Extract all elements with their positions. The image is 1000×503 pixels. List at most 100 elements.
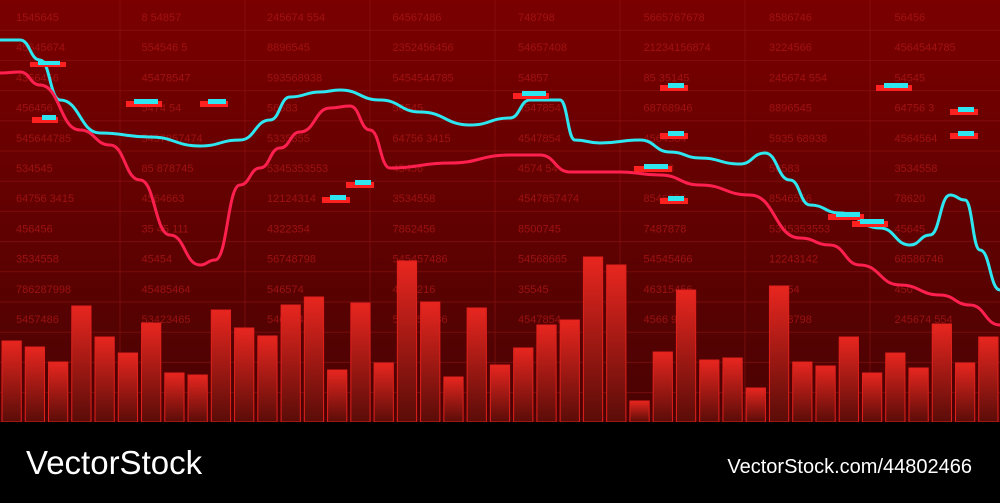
bar xyxy=(1,340,22,423)
background-number: 456456 xyxy=(16,103,53,115)
background-number: 8896545 xyxy=(267,42,310,54)
bar xyxy=(327,369,348,423)
background-number: 4547854 xyxy=(518,133,561,145)
background-number: 4356456 xyxy=(16,72,59,84)
bar xyxy=(815,365,836,423)
background-number: 45478547 xyxy=(142,72,191,84)
background-number: 7862456 xyxy=(393,223,436,235)
bar xyxy=(257,335,278,423)
background-number: 4547857474 xyxy=(518,193,579,205)
background-number: 64756 3 xyxy=(895,103,935,115)
bar xyxy=(699,359,720,423)
background-number: 45645 xyxy=(895,223,926,235)
background-number: 3534558 xyxy=(895,163,938,175)
background-number: 3534558 xyxy=(16,254,59,266)
bar xyxy=(559,319,580,423)
background-number: 78620 xyxy=(895,193,926,205)
bar xyxy=(117,352,139,423)
background-number: 45454 xyxy=(142,254,173,266)
background-number: 4547854 xyxy=(518,103,561,115)
background-number: 5935 68938 xyxy=(769,133,827,145)
background-number: 8500745 xyxy=(518,223,561,235)
background-number: 5665767678 xyxy=(644,12,705,24)
bar xyxy=(768,285,790,423)
background-number: 2352456456 xyxy=(393,42,454,54)
background-number: 748798 xyxy=(518,12,555,24)
line xyxy=(0,70,1000,327)
background-number: 64756 3415 xyxy=(393,133,451,145)
background-number: 5457486 xyxy=(16,314,59,326)
bar xyxy=(954,362,976,423)
background-number: 786287998 xyxy=(16,284,71,296)
background-number: 54568665 xyxy=(518,254,567,266)
background-number: 56583 xyxy=(769,163,800,175)
bar xyxy=(187,374,208,423)
bar xyxy=(24,346,46,423)
background-number: 54657408 xyxy=(518,42,567,54)
lines xyxy=(0,38,1000,327)
background-number: 68586746 xyxy=(895,254,944,266)
background-number: 4564564 xyxy=(895,133,938,145)
bar xyxy=(838,336,859,423)
bar xyxy=(71,305,92,423)
bar xyxy=(908,367,929,423)
bar xyxy=(94,336,115,423)
bar xyxy=(675,289,697,423)
bar xyxy=(931,323,952,423)
bar xyxy=(513,347,534,423)
bar xyxy=(350,302,371,423)
background-number: 3224566 xyxy=(769,42,812,54)
bar xyxy=(280,304,301,423)
line xyxy=(0,38,1000,292)
bar xyxy=(420,301,441,423)
bar xyxy=(606,264,627,423)
watermark-id: VectorStock.com/44802466 xyxy=(727,456,972,478)
background-number: 5335355 xyxy=(267,133,310,145)
background-number: 5457857474 xyxy=(142,133,203,145)
background-number: 7487878 xyxy=(644,223,687,235)
background-number: 8586746 xyxy=(769,12,812,24)
background-number: 4564663 xyxy=(142,193,185,205)
background-number: 56456 xyxy=(895,12,926,24)
bar xyxy=(885,352,906,423)
background-number: 8 54857 xyxy=(142,12,182,24)
background-number: 3534558 xyxy=(393,193,436,205)
background-number: 21234156874 xyxy=(644,42,711,54)
background-number: 68768946 xyxy=(644,103,693,115)
bar xyxy=(48,361,69,423)
background-number: 45485464 xyxy=(142,284,191,296)
bars xyxy=(1,256,999,423)
bar xyxy=(652,351,673,423)
bar xyxy=(629,400,650,423)
watermark-bar xyxy=(0,422,1000,503)
bar xyxy=(745,387,766,423)
background-number: 45645674 xyxy=(16,42,65,54)
bar xyxy=(489,364,511,423)
background-number: 35 45 111 xyxy=(142,223,189,235)
background-number: 545644785 xyxy=(16,133,71,145)
bar xyxy=(466,307,487,423)
background-number: 245674 554 xyxy=(267,12,325,24)
bar xyxy=(164,372,185,423)
glitch-markers xyxy=(30,61,978,227)
background-number: 56583 xyxy=(267,103,298,115)
background-number: 35545 xyxy=(518,284,549,296)
background-number: 1545645 xyxy=(16,12,59,24)
background-number: 593568938 xyxy=(267,72,322,84)
background-number: 4564544785 xyxy=(895,42,956,54)
bar xyxy=(141,322,162,423)
bar xyxy=(443,376,464,423)
background-number: 54857 xyxy=(518,72,549,84)
background-number: 5345353553 xyxy=(267,163,328,175)
background-number: 534545 xyxy=(16,163,53,175)
background-number: 64756 3415 xyxy=(16,193,74,205)
bar xyxy=(536,324,557,423)
bar xyxy=(234,327,255,423)
bar xyxy=(792,361,813,423)
background-number: 64567486 xyxy=(393,12,442,24)
background-number: 5454544785 xyxy=(393,72,454,84)
background-number: 245674 554 xyxy=(769,72,827,84)
bar xyxy=(303,296,325,423)
background-number: 245674 554 xyxy=(895,314,953,326)
